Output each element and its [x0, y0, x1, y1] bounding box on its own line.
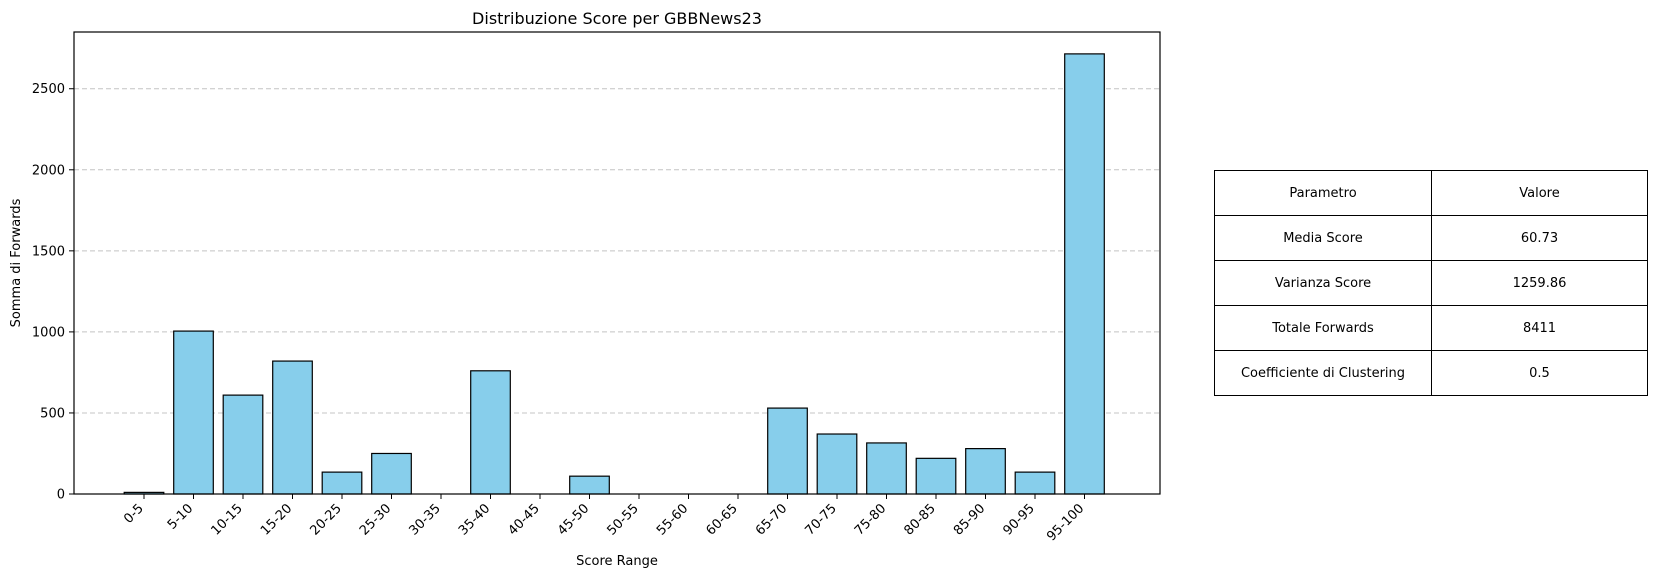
y-tick-label: 0: [57, 488, 65, 503]
x-tick-label: 15-20: [258, 501, 295, 538]
bar: [272, 360, 313, 495]
x-axis-title: Score Range: [576, 554, 658, 569]
x-tick-label: 80-85: [902, 501, 939, 538]
bar: [767, 407, 808, 495]
bar: [321, 471, 363, 495]
y-tick-label: 1500: [32, 244, 65, 259]
table-cell-parameter: Media Score: [1214, 215, 1432, 261]
bar: [569, 475, 610, 495]
y-tick-label: 2000: [32, 163, 65, 178]
bar: [915, 457, 957, 495]
x-tick-label: 90-95: [1001, 501, 1038, 538]
bar: [816, 433, 858, 495]
y-tick-label: 1000: [32, 325, 65, 340]
x-tick-label: 10-15: [209, 501, 246, 538]
bar: [866, 442, 907, 495]
table-row: Varianza Score 1259.86: [1214, 260, 1648, 306]
plot-frame: [73, 31, 1161, 495]
x-tick-label: 65-70: [753, 501, 790, 538]
x-tick-label: 55-60: [654, 501, 691, 538]
x-tick-label: 0-5: [121, 501, 147, 527]
x-axis: 0-5 5-10 10-15 15-20 20-25 25-30 30-35 35-40 40-…: [121, 494, 1087, 544]
bars: [123, 53, 1105, 495]
x-tick-label: 25-30: [357, 501, 394, 538]
y-axis: 0 500 1000 1500 2000 2500: [32, 82, 74, 503]
bar: [173, 330, 214, 495]
table-header-row: Parametro Valore: [1214, 170, 1648, 216]
bar: [222, 394, 264, 495]
table-cell-value: 8411: [1431, 305, 1648, 351]
grid-lines: [74, 88, 1160, 414]
x-tick-label: 45-50: [555, 501, 592, 538]
bar: [1064, 53, 1105, 495]
bar: [965, 448, 1006, 495]
table-header-cell: Valore: [1431, 170, 1648, 216]
x-tick-label: 85-90: [951, 501, 988, 538]
y-tick-label: 2500: [32, 82, 65, 97]
table-cell-parameter: Varianza Score: [1214, 260, 1432, 306]
x-tick-label: 20-25: [308, 501, 345, 538]
table-header-cell: Parametro: [1214, 170, 1432, 216]
table-cell-value: 60.73: [1431, 215, 1648, 261]
x-tick-label: 35-40: [456, 501, 493, 538]
stats-table: Parametro Valore Media Score 60.73 Varia…: [1214, 170, 1648, 396]
x-tick-label: 50-55: [605, 501, 642, 538]
y-axis-title: Somma di Forwards: [9, 198, 24, 327]
x-tick-label: 60-65: [704, 501, 741, 538]
x-tick-label: 95-100: [1044, 501, 1087, 544]
x-tick-label: 30-35: [407, 501, 444, 538]
table-row: Coefficiente di Clustering 0.5: [1214, 350, 1648, 396]
table-cell-value: 1259.86: [1431, 260, 1648, 306]
table-cell-parameter: Coefficiente di Clustering: [1214, 350, 1432, 396]
bar: [371, 452, 412, 495]
x-tick-label: 5-10: [165, 501, 196, 532]
table-row: Media Score 60.73: [1214, 215, 1648, 261]
x-tick-label: 40-45: [506, 501, 543, 538]
x-tick-label: 70-75: [803, 501, 840, 538]
table-cell-value: 0.5: [1431, 350, 1648, 396]
chart-title: Distribuzione Score per GBBNews23: [472, 9, 762, 28]
table-row: Totale Forwards 8411: [1214, 305, 1648, 351]
bar: [470, 370, 511, 495]
bar: [1014, 471, 1056, 495]
table-cell-parameter: Totale Forwards: [1214, 305, 1432, 351]
y-tick-label: 500: [40, 406, 65, 421]
x-tick-label: 75-80: [852, 501, 889, 538]
